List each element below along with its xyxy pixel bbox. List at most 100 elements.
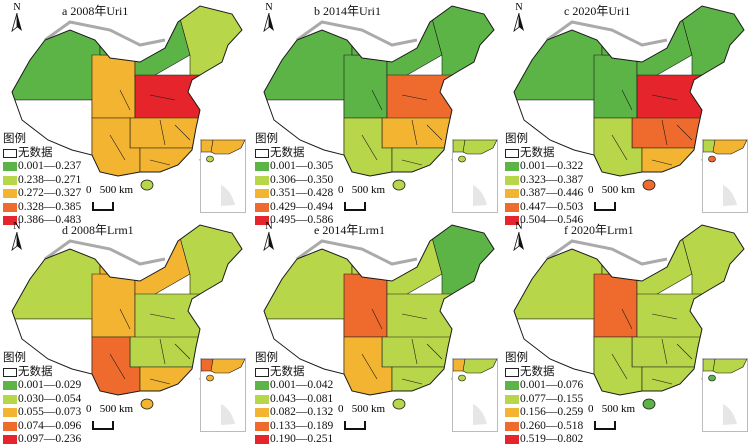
north-arrow: N — [262, 221, 276, 252]
region-hainan — [140, 179, 154, 191]
north-arrow-icon — [513, 13, 524, 33]
legend-item: 0.190—0.251 — [255, 433, 333, 447]
legend-item-nodata: 无数据 — [255, 366, 333, 380]
legend-title: 图例 — [505, 352, 528, 364]
legend-item: 0.351—0.428 — [255, 187, 333, 201]
legend-label: 0.387—0.446 — [520, 187, 584, 199]
legend-swatch — [505, 202, 519, 212]
country-outline — [263, 5, 495, 177]
neighbour-border — [296, 239, 418, 266]
north-arrow-icon — [263, 232, 274, 252]
china-choropleth-map — [11, 5, 243, 191]
legend-label: 0.504—0.546 — [520, 214, 584, 226]
legend-item-nodata: 无数据 — [505, 366, 583, 380]
legend-item: 0.133—0.189 — [255, 420, 333, 434]
region-central — [381, 336, 458, 368]
legend-item: 0.055—0.073 — [3, 406, 81, 420]
scale-label: 0 500 km — [338, 403, 386, 415]
region-central — [381, 117, 458, 149]
legend-label: 无数据 — [270, 365, 305, 378]
region-hainan — [392, 179, 406, 191]
legend-label: 0.001—0.305 — [270, 160, 334, 172]
legend-swatch — [505, 189, 519, 199]
legend-swatch — [3, 175, 17, 185]
map-legend: 图例 无数据 0.001—0.029 0.030—0.054 0.055—0.073 0.… — [3, 352, 81, 447]
legend-title: 图例 — [255, 133, 278, 145]
panel-title: b 2014年Uri1 — [314, 4, 381, 18]
region-north-plain — [386, 74, 458, 123]
legend-label: 0.001—0.237 — [18, 160, 82, 172]
panel-title: c 2020年Uri1 — [564, 4, 631, 18]
legend-swatch — [255, 435, 269, 445]
legend-item: 0.519—0.802 — [505, 433, 583, 447]
region-hainan — [642, 398, 656, 410]
legend-swatch — [3, 421, 17, 431]
legend-label: 0.055—0.073 — [18, 406, 82, 418]
region-north-plain — [386, 293, 458, 342]
legend-swatch — [3, 202, 17, 212]
legend-swatch — [505, 394, 519, 404]
north-arrow: N — [10, 2, 24, 33]
north-arrow: N — [512, 2, 526, 33]
legend-item: 0.082—0.132 — [255, 406, 333, 420]
region-north-plain — [636, 293, 708, 342]
legend-label: 无数据 — [270, 146, 305, 159]
legend-item-nodata: 无数据 — [505, 147, 583, 161]
south-china-sea-inset — [452, 358, 498, 432]
legend-item: 0.001—0.322 — [505, 160, 583, 174]
south-china-sea-inset — [702, 358, 748, 432]
legend-swatch — [255, 189, 269, 199]
scale-bar — [594, 421, 616, 430]
legend-label: 0.133—0.189 — [270, 419, 334, 432]
scale-bar — [344, 421, 366, 430]
map-legend: 图例 无数据 0.001—0.076 0.077—0.155 0.156—0.259 0.… — [505, 352, 583, 447]
legend-swatch — [3, 408, 17, 418]
china-choropleth-map — [11, 224, 243, 410]
legend-label: 0.272—0.327 — [18, 187, 82, 199]
legend-swatch — [255, 408, 269, 418]
north-label: N — [13, 221, 21, 232]
legend-item: 0.001—0.042 — [255, 379, 333, 393]
legend-label: 无数据 — [520, 146, 555, 159]
legend-item: 0.328—0.385 — [3, 201, 81, 215]
legend-label: 0.077—0.155 — [520, 392, 584, 405]
legend-item: 0.387—0.446 — [505, 187, 583, 201]
legend-label: 0.351—0.428 — [270, 187, 334, 199]
legend-label: 0.447—0.503 — [520, 200, 584, 213]
legend-item-nodata: 无数据 — [3, 147, 81, 161]
country-outline — [11, 224, 243, 396]
legend-swatch — [255, 175, 269, 185]
legend-title: 图例 — [255, 352, 278, 364]
south-china-sea-inset — [200, 358, 246, 432]
region-central — [631, 117, 708, 149]
region-north-plain — [636, 74, 708, 123]
north-arrow: N — [512, 221, 526, 252]
north-arrow-icon — [263, 13, 274, 33]
legend-label: 0.043—0.081 — [270, 392, 334, 405]
legend-label: 0.001—0.076 — [520, 379, 584, 391]
legend-label: 0.074—0.096 — [18, 419, 82, 432]
legend-title: 图例 — [3, 133, 26, 145]
legend-swatch — [3, 216, 17, 226]
map-legend: 图例 无数据 0.001—0.042 0.043—0.081 0.082—0.132 0.… — [255, 352, 333, 447]
legend-item: 0.323—0.387 — [505, 174, 583, 188]
legend-swatch — [255, 162, 269, 172]
scale-label: 0 500 km — [338, 184, 386, 196]
legend-item: 0.001—0.305 — [255, 160, 333, 174]
map-panel: d 2008年Lrm1 N 图例 无数据 0.001—0.029 0.030—0.054 0… — [0, 219, 250, 445]
scale-label: 0 500 km — [588, 403, 636, 415]
legend-label: 无数据 — [18, 365, 53, 378]
country-outline — [11, 5, 243, 177]
scale-label: 0 500 km — [86, 403, 134, 415]
north-label: N — [265, 221, 273, 232]
region-central — [631, 336, 708, 368]
map-legend: 图例 无数据 0.001—0.237 0.238—0.271 0.272—0.327 0.… — [3, 133, 81, 228]
legend-swatch — [255, 148, 269, 158]
south-china-sea-inset — [702, 139, 748, 213]
legend-swatch — [255, 394, 269, 404]
region-qinghai — [593, 273, 638, 338]
region-hainan — [392, 398, 406, 410]
legend-label: 无数据 — [18, 146, 53, 159]
map-panel: f 2020年Lrm1 N 图例 无数据 0.001—0.076 0.077—0.155 0… — [502, 219, 752, 445]
